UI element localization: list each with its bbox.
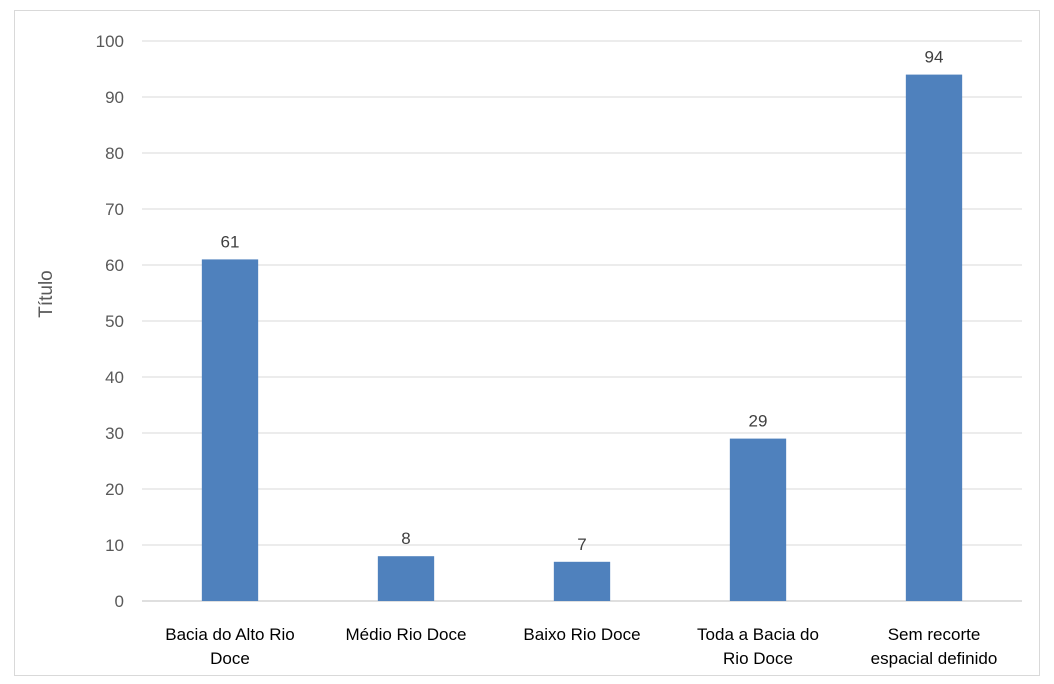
- bar: [553, 561, 611, 601]
- bar: [905, 74, 963, 602]
- y-tick-label: 20: [105, 480, 124, 499]
- y-tick-label: 100: [96, 32, 124, 51]
- x-tick-label: Toda a Bacia do: [697, 625, 819, 644]
- y-tick-label: 40: [105, 368, 124, 387]
- y-axis-ticks: 0 10 20 30 40 50 60 70 80 90 100: [96, 32, 124, 611]
- y-tick-label: 80: [105, 144, 124, 163]
- x-tick-label: Sem recorte: [888, 625, 981, 644]
- data-label: 29: [749, 412, 768, 431]
- data-label: 8: [401, 529, 410, 548]
- x-tick-label: Baixo Rio Doce: [523, 625, 640, 644]
- bar: [201, 259, 259, 601]
- y-tick-label: 90: [105, 88, 124, 107]
- chart-frame: [14, 10, 1040, 676]
- x-axis-categories: Bacia do Alto Rio Doce Médio Rio Doce Baixo…: [165, 625, 997, 668]
- x-tick-label: Doce: [210, 649, 250, 668]
- y-tick-label: 30: [105, 424, 124, 443]
- y-tick-label: 70: [105, 200, 124, 219]
- y-tick-label: 10: [105, 536, 124, 555]
- gridlines: [142, 40, 1022, 602]
- y-axis-title: Título: [36, 270, 57, 318]
- data-label: 7: [577, 535, 586, 554]
- data-label: 61: [221, 232, 240, 251]
- y-tick-label: 0: [115, 592, 124, 611]
- data-label: 94: [925, 48, 944, 67]
- x-tick-label: Rio Doce: [723, 649, 793, 668]
- data-labels: 61 8 7 29 94: [221, 48, 944, 554]
- bar: [729, 438, 787, 601]
- x-tick-label: espacial definido: [871, 649, 998, 668]
- bars: [201, 74, 963, 602]
- y-tick-label: 50: [105, 312, 124, 331]
- x-tick-label: Médio Rio Doce: [346, 625, 467, 644]
- bar: [377, 556, 435, 601]
- y-tick-label: 60: [105, 256, 124, 275]
- x-tick-label: Bacia do Alto Rio: [165, 625, 294, 644]
